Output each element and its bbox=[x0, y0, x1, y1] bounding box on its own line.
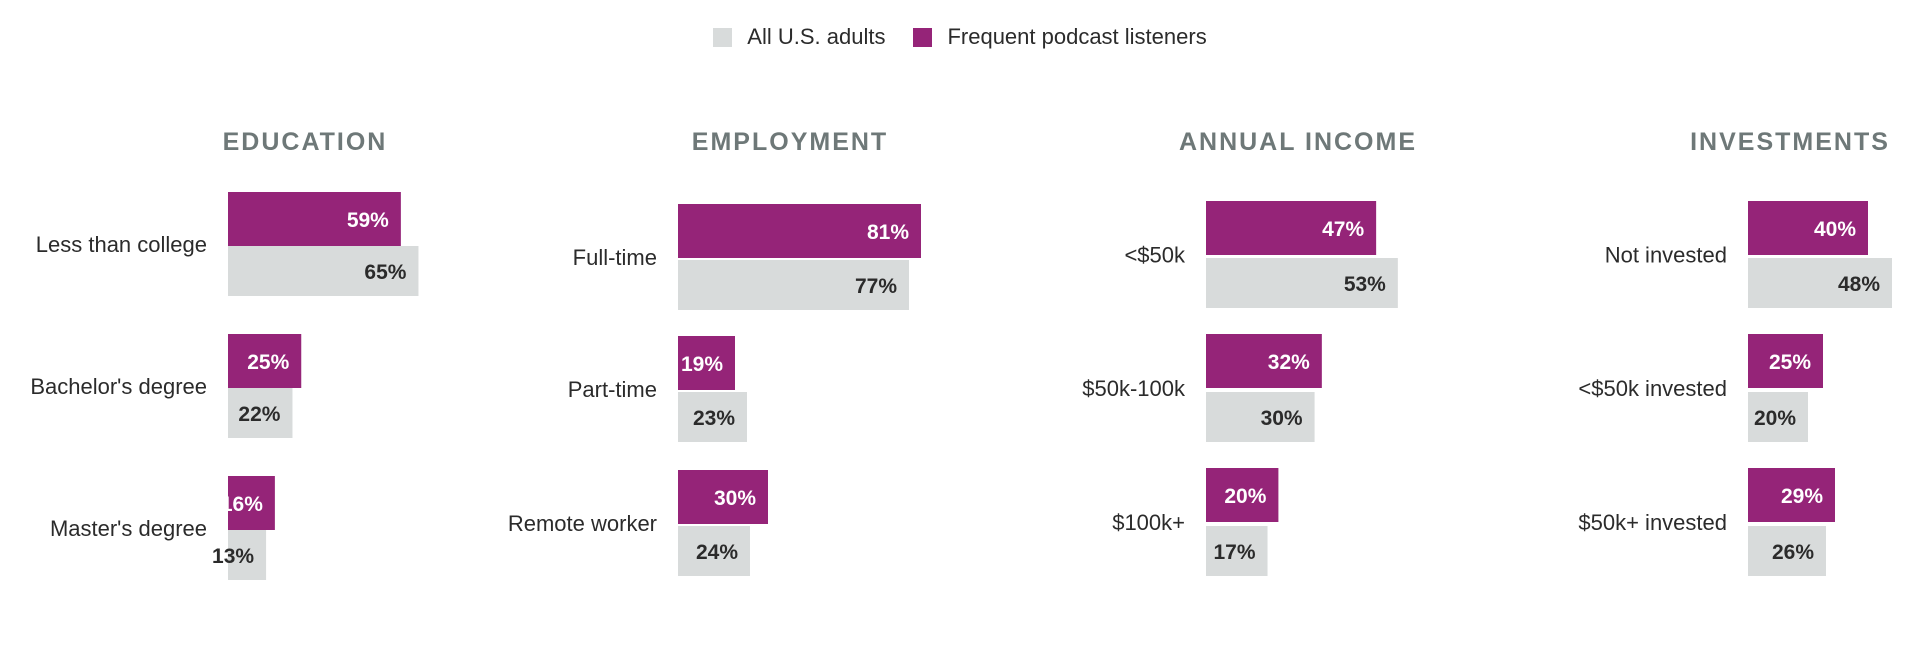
value-label-frequent-podcast-listeners-not-invested: 40% bbox=[1814, 218, 1856, 241]
bar-frequent-podcast-listeners-not-invested bbox=[1748, 201, 1868, 255]
category-label-master-s-degree: Master's degree bbox=[50, 516, 207, 541]
category-label-not-invested: Not invested bbox=[1605, 243, 1727, 268]
bar-frequent-podcast-listeners-master-s-degree bbox=[228, 476, 275, 530]
value-label-all-u-s-adults-part-time: 23% bbox=[693, 407, 735, 430]
legend-swatch-podcast-listeners bbox=[913, 27, 933, 47]
bar-all-u-s-adults-bachelor-s-degree bbox=[228, 388, 293, 438]
value-label-all-u-s-adults-bachelor-s-degree: 22% bbox=[238, 403, 280, 426]
bar-all-u-s-adults-part-time bbox=[678, 392, 747, 442]
bar-all-u-s-adults-master-s-degree bbox=[228, 530, 267, 580]
value-label-all-u-s-adults-less-than-college: 65% bbox=[364, 261, 406, 284]
value-label-all-u-s-adults-100k: 17% bbox=[1214, 541, 1256, 564]
value-label-all-u-s-adults-full-time: 77% bbox=[855, 275, 897, 298]
value-label-all-u-s-adults-remote-worker: 24% bbox=[696, 541, 738, 564]
bar-all-u-s-adults-100k bbox=[1206, 526, 1268, 576]
category-label-50k: <$50k bbox=[1124, 243, 1186, 268]
category-label-full-time: Full-time bbox=[573, 245, 657, 270]
value-label-all-u-s-adults-50k-invested: 26% bbox=[1772, 541, 1814, 564]
bar-all-u-s-adults-less-than-college bbox=[228, 246, 419, 296]
bar-all-u-s-adults-50k bbox=[1206, 258, 1398, 308]
panel-title-employment: EMPLOYMENT bbox=[692, 128, 888, 156]
legend: All U.S. adults Frequent podcast listene… bbox=[0, 22, 1920, 52]
panel-title-annual-income: ANNUAL INCOME bbox=[1179, 128, 1417, 156]
value-label-frequent-podcast-listeners-100k: 20% bbox=[1224, 485, 1266, 508]
category-label-50k-invested: <$50k invested bbox=[1578, 376, 1727, 401]
bar-frequent-podcast-listeners-bachelor-s-degree bbox=[228, 334, 302, 388]
bar-all-u-s-adults-50k-invested bbox=[1748, 392, 1808, 442]
legend-label-podcast-listeners: Frequent podcast listeners bbox=[947, 24, 1207, 49]
bar-frequent-podcast-listeners-less-than-college bbox=[228, 192, 401, 246]
category-label-remote-worker: Remote worker bbox=[508, 511, 657, 536]
value-label-frequent-podcast-listeners-full-time: 81% bbox=[867, 221, 909, 244]
bar-all-u-s-adults-50k-invested bbox=[1748, 526, 1826, 576]
legend-swatch-all-adults bbox=[713, 27, 733, 47]
value-label-frequent-podcast-listeners-bachelor-s-degree: 25% bbox=[247, 351, 289, 374]
bar-frequent-podcast-listeners-full-time bbox=[678, 204, 921, 258]
bar-frequent-podcast-listeners-50k-invested bbox=[1748, 468, 1835, 522]
bar-frequent-podcast-listeners-50k bbox=[1206, 201, 1377, 255]
legend-label-all-adults: All U.S. adults bbox=[747, 24, 886, 49]
value-label-frequent-podcast-listeners-50k: 47% bbox=[1322, 218, 1364, 241]
value-label-frequent-podcast-listeners-50k-100k: 32% bbox=[1268, 351, 1310, 374]
value-label-frequent-podcast-listeners-50k-invested: 29% bbox=[1781, 485, 1823, 508]
value-label-frequent-podcast-listeners-remote-worker: 30% bbox=[714, 487, 756, 510]
value-label-all-u-s-adults-50k: 53% bbox=[1344, 273, 1386, 296]
value-label-all-u-s-adults-master-s-degree: 13% bbox=[212, 545, 254, 568]
category-label-100k: $100k+ bbox=[1112, 510, 1185, 535]
value-label-all-u-s-adults-50k-invested: 20% bbox=[1754, 407, 1796, 430]
bar-frequent-podcast-listeners-50k-invested bbox=[1748, 334, 1823, 388]
category-label-less-than-college: Less than college bbox=[36, 232, 207, 257]
category-label-bachelor-s-degree: Bachelor's degree bbox=[30, 374, 207, 399]
bar-all-u-s-adults-not-invested bbox=[1748, 258, 1892, 308]
bar-frequent-podcast-listeners-part-time bbox=[678, 336, 735, 390]
legend-item-podcast-listeners: Frequent podcast listeners bbox=[913, 24, 1207, 50]
value-label-all-u-s-adults-50k-100k: 30% bbox=[1261, 407, 1303, 430]
legend-item-all-adults: All U.S. adults bbox=[713, 24, 885, 50]
panel-title-education: EDUCATION bbox=[223, 128, 388, 156]
bar-all-u-s-adults-full-time bbox=[678, 260, 909, 310]
bar-all-u-s-adults-50k-100k bbox=[1206, 392, 1315, 442]
bar-frequent-podcast-listeners-50k-100k bbox=[1206, 334, 1322, 388]
category-label-part-time: Part-time bbox=[568, 377, 657, 402]
bar-frequent-podcast-listeners-100k bbox=[1206, 468, 1279, 522]
bar-all-u-s-adults-remote-worker bbox=[678, 526, 750, 576]
bar-frequent-podcast-listeners-remote-worker bbox=[678, 470, 768, 524]
category-label-50k-invested: $50k+ invested bbox=[1578, 510, 1727, 535]
value-label-frequent-podcast-listeners-master-s-degree: 16% bbox=[221, 493, 263, 516]
value-label-frequent-podcast-listeners-50k-invested: 25% bbox=[1769, 351, 1811, 374]
panel-title-investments: INVESTMENTS bbox=[1690, 128, 1890, 156]
value-label-frequent-podcast-listeners-less-than-college: 59% bbox=[347, 209, 389, 232]
value-label-frequent-podcast-listeners-part-time: 19% bbox=[681, 353, 723, 376]
category-label-50k-100k: $50k-100k bbox=[1082, 376, 1186, 401]
value-label-all-u-s-adults-not-invested: 48% bbox=[1838, 273, 1880, 296]
